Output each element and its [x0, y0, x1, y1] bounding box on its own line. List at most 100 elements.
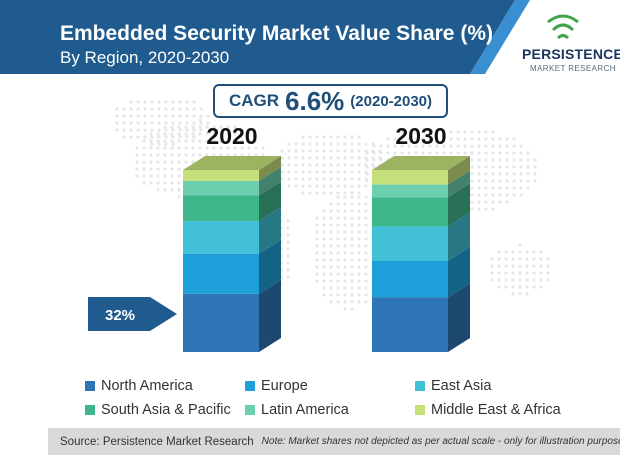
map-dot: [336, 135, 340, 139]
bar-side-2020: [259, 239, 281, 294]
map-dot: [435, 137, 439, 141]
map-dot: [329, 216, 333, 220]
map-dot: [364, 265, 368, 269]
map-dot: [115, 121, 119, 125]
map-dot: [442, 151, 446, 155]
map-dot: [135, 167, 139, 171]
map-dot: [322, 237, 326, 241]
map-dot: [400, 151, 404, 155]
map-dot: [185, 114, 189, 118]
map-dot: [286, 261, 290, 265]
map-dot: [343, 216, 347, 220]
map-dot: [350, 209, 354, 213]
map-dot: [157, 114, 161, 118]
map-dot: [286, 240, 290, 244]
map-dot: [484, 144, 488, 148]
map-dot: [372, 144, 376, 148]
map-dot: [357, 244, 361, 248]
map-dot: [287, 170, 291, 174]
map-dot: [357, 265, 361, 269]
map-dot: [184, 125, 188, 129]
map-dot: [142, 174, 146, 178]
map-dot: [512, 137, 516, 141]
map-dot: [546, 278, 550, 282]
map-dot: [491, 179, 495, 183]
map-dot: [519, 179, 523, 183]
map-dot: [322, 265, 326, 269]
map-dot: [470, 179, 474, 183]
map-dot: [287, 156, 291, 160]
map-dot: [343, 272, 347, 276]
map-dot: [301, 156, 305, 160]
map-dot: [122, 135, 126, 139]
map-dot: [364, 184, 368, 188]
map-dot: [386, 137, 390, 141]
map-dot: [280, 177, 284, 181]
map-dot: [428, 137, 432, 141]
map-dot: [329, 300, 333, 304]
map-dot: [350, 191, 354, 195]
map-dot: [456, 137, 460, 141]
map-dot: [357, 272, 361, 276]
map-dot: [150, 128, 154, 132]
map-dot: [164, 107, 168, 111]
map-dot: [498, 165, 502, 169]
map-dot: [322, 230, 326, 234]
map-dot: [178, 107, 182, 111]
map-dot: [357, 135, 361, 139]
map-dot: [484, 172, 488, 176]
legend-label: Europe: [261, 378, 308, 394]
map-dot: [525, 285, 529, 289]
bar-side-2030: [448, 156, 470, 185]
bar-segment-north-america-2030: [372, 297, 448, 352]
map-dot: [177, 139, 181, 143]
map-dot: [350, 237, 354, 241]
chart-legend: North America Europe East Asia South Asi…: [85, 378, 605, 418]
map-dot: [163, 146, 167, 150]
map-dot: [539, 285, 543, 289]
map-dot: [477, 179, 481, 183]
bar-side-2030: [448, 170, 470, 198]
map-dot: [364, 216, 368, 220]
map-dot: [329, 258, 333, 262]
map-dot: [171, 100, 175, 104]
map-dot: [428, 130, 432, 134]
map-dot: [350, 142, 354, 146]
map-dot: [512, 144, 516, 148]
bar-top-2030: [372, 156, 470, 170]
map-dot: [294, 163, 298, 167]
map-dot: [177, 174, 181, 178]
map-dot: [143, 121, 147, 125]
map-dot: [372, 151, 376, 155]
map-dot: [315, 279, 319, 283]
map-dot: [315, 251, 319, 255]
bar-side-2020: [259, 279, 281, 352]
map-dot: [343, 209, 347, 213]
map-dot: [170, 188, 174, 192]
category-label-2020: 2020: [206, 123, 257, 149]
logo-text: PERSISTENCE: [522, 46, 620, 62]
map-dot: [156, 188, 160, 192]
map-dot: [336, 251, 340, 255]
map-dot: [519, 172, 523, 176]
map-dot: [322, 293, 326, 297]
map-dot: [329, 223, 333, 227]
legend-swatch-north-america: [85, 381, 95, 391]
map-dot: [407, 130, 411, 134]
map-dot: [136, 128, 140, 132]
map-dot: [357, 279, 361, 283]
map-dot: [322, 244, 326, 248]
map-dot: [519, 158, 523, 162]
map-dot: [206, 114, 210, 118]
map-dot: [456, 130, 460, 134]
map-dot: [498, 151, 502, 155]
bar-side-2030: [448, 247, 470, 298]
map-dot: [414, 137, 418, 141]
map-dot: [364, 209, 368, 213]
map-dot: [315, 258, 319, 262]
map-dot: [170, 146, 174, 150]
map-dot: [329, 170, 333, 174]
map-dot: [156, 181, 160, 185]
bar-side-2030: [448, 183, 470, 227]
map-dot: [519, 193, 523, 197]
